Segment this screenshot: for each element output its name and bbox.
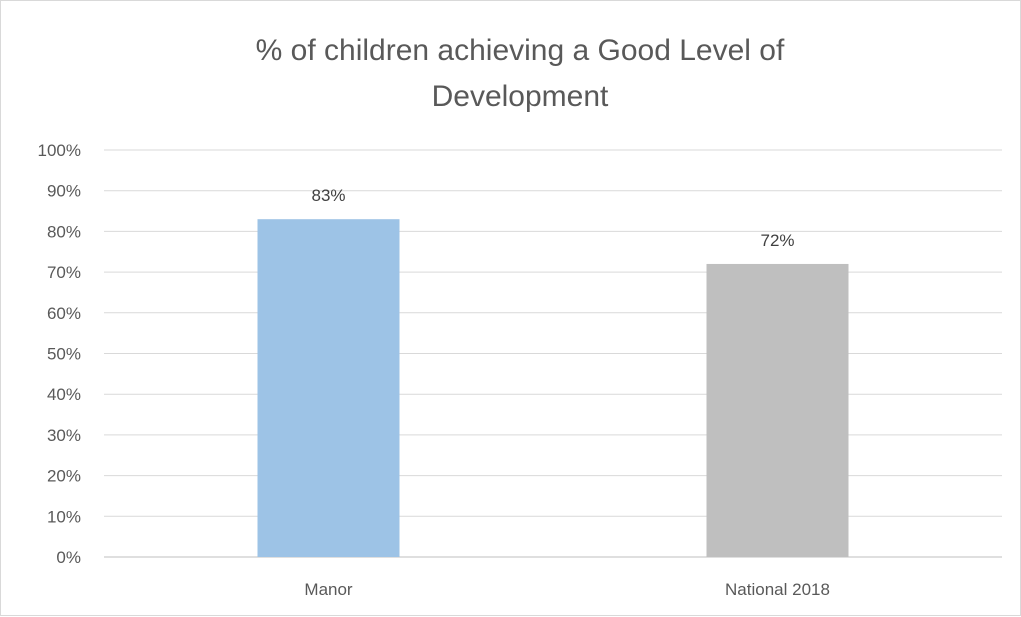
bar	[706, 263, 849, 557]
y-tick-label: 90%	[47, 182, 81, 201]
chart-title-line-1: % of children achieving a Good Level of	[256, 34, 785, 67]
data-labels: 83% 72%	[311, 186, 794, 250]
y-tick-label: 20%	[47, 467, 81, 486]
data-label: 83%	[311, 186, 345, 205]
y-tick-label: 70%	[47, 263, 81, 282]
gridlines	[104, 149, 1002, 558]
y-axis-tick-labels: 0% 10% 20% 30% 40% 50% 60% 70% 80% 90% 100%	[38, 141, 81, 567]
y-tick-label: 50%	[47, 345, 81, 364]
bars	[257, 219, 849, 557]
data-label: 72%	[760, 231, 794, 250]
category-label: Manor	[304, 580, 353, 599]
y-tick-label: 30%	[47, 426, 81, 445]
y-tick-label: 0%	[56, 548, 81, 567]
y-tick-label: 60%	[47, 304, 81, 323]
chart-title-line-2: Development	[432, 80, 609, 113]
x-axis-category-labels: Manor National 2018	[304, 580, 830, 599]
category-label: National 2018	[725, 580, 830, 599]
y-tick-label: 10%	[47, 507, 81, 526]
y-tick-label: 80%	[47, 222, 81, 241]
y-tick-label: 100%	[38, 141, 81, 160]
bar	[257, 219, 400, 557]
y-tick-label: 40%	[47, 385, 81, 404]
